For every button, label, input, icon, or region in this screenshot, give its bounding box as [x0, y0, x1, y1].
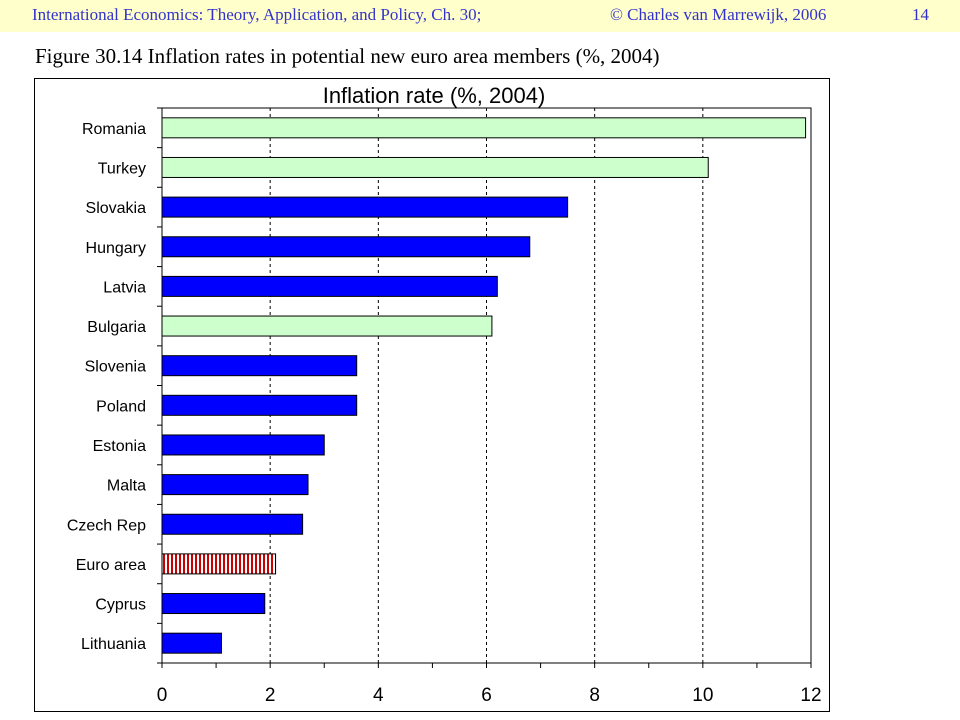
category-label-slovenia: Slovenia — [85, 359, 146, 376]
bar-latvia — [161, 275, 498, 297]
x-tick-labels: 0 2 4 6 8 10 12 — [157, 685, 822, 706]
bar-lithuania — [161, 632, 222, 654]
category-label-estonia: Estonia — [93, 438, 146, 455]
bar-estonia — [161, 434, 325, 456]
category-label-slovakia: Slovakia — [86, 200, 147, 217]
category-label-romania: Romania — [82, 121, 146, 138]
x-tick-label-12: 12 — [800, 685, 821, 706]
slide-header-bar: International Economics: Theory, Applica… — [0, 0, 960, 32]
category-label-latvia: Latvia — [103, 279, 146, 296]
category-label-lithuania: Lithuania — [81, 636, 146, 653]
category-labels: Romania Turkey Slovakia Hungary Latvia Bulgar… — [67, 121, 146, 653]
gridlines — [269, 108, 704, 663]
bars — [161, 117, 807, 654]
category-label-hungary: Hungary — [86, 240, 146, 257]
category-label-czech-rep: Czech Rep — [67, 517, 146, 534]
x-tick-label-8: 8 — [589, 685, 600, 706]
axes — [157, 107, 812, 668]
x-tick-label-10: 10 — [692, 685, 713, 706]
bar-slovenia — [161, 355, 358, 377]
figure-caption: Figure 30.14 Inflation rates in potentia… — [35, 44, 660, 68]
x-tick-label-2: 2 — [265, 685, 276, 706]
bar-cyprus — [161, 593, 266, 615]
header-title: International Economics: Theory, Applica… — [32, 5, 482, 24]
header-copyright: © Charles van Marrewijk, 2006 — [610, 5, 827, 24]
bar-euro-area — [161, 553, 277, 575]
chart-title: Inflation rate (%, 2004) — [323, 83, 546, 108]
bar-hungary — [161, 236, 531, 258]
category-label-euro-area: Euro area — [76, 557, 146, 574]
bar-slovakia — [161, 196, 569, 218]
x-tick-label-6: 6 — [481, 685, 492, 706]
category-label-turkey: Turkey — [98, 160, 146, 177]
bar-romania — [161, 117, 807, 139]
inflation-bar-chart: Inflation rate (%, 2004) Romania Turkey Sl… — [67, 83, 822, 706]
x-tick-label-4: 4 — [373, 685, 384, 706]
bar-malta — [161, 474, 309, 496]
page-number: 14 — [912, 5, 929, 24]
category-label-cyprus: Cyprus — [95, 597, 146, 614]
category-label-bulgaria: Bulgaria — [87, 319, 146, 336]
x-tick-label-0: 0 — [157, 685, 168, 706]
chart-frame: Inflation rate (%, 2004) Romania Turkey Sl… — [34, 78, 830, 712]
bar-poland — [161, 394, 358, 416]
category-label-poland: Poland — [96, 398, 146, 415]
category-label-malta: Malta — [107, 478, 146, 495]
bar-czech-rep — [161, 513, 304, 535]
bar-bulgaria — [161, 315, 493, 337]
bar-turkey — [161, 156, 709, 178]
